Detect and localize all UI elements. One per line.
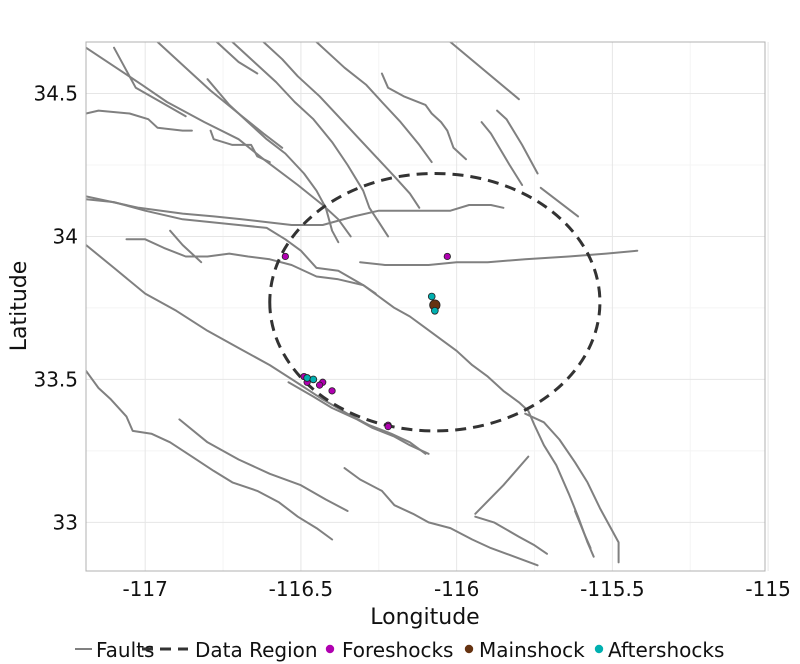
x-tick-label: -115 xyxy=(745,577,790,601)
foreshocks-point xyxy=(328,387,336,395)
y-tick-label: 33.5 xyxy=(33,367,78,391)
faults-layer xyxy=(86,42,639,567)
fault-line xyxy=(125,238,377,295)
fault-line xyxy=(113,46,187,118)
y-axis-ticks: 33 33.5 34 34.5 xyxy=(33,81,78,534)
fault-line xyxy=(178,418,349,512)
legend: Faults Data Region Foreshocks Mainshock Afte… xyxy=(75,638,724,662)
x-axis-title: Longitude xyxy=(370,605,479,630)
y-tick-label: 34.5 xyxy=(33,81,78,105)
fault-line xyxy=(86,195,505,226)
fault-line xyxy=(315,42,433,164)
legend-key-aftershocks xyxy=(594,644,604,654)
fault-line xyxy=(209,129,271,164)
plot-border xyxy=(85,41,766,572)
foreshocks-point xyxy=(443,252,451,261)
points-layer xyxy=(281,252,451,431)
aftershocks-point xyxy=(303,374,311,382)
legend-key-foreshocks xyxy=(325,644,335,654)
x-tick-label: -115.5 xyxy=(580,577,644,601)
fault-line xyxy=(480,121,524,186)
legend-label: Data Region xyxy=(195,638,318,662)
fault-line xyxy=(380,72,467,161)
fault-line xyxy=(449,42,520,101)
plot-area xyxy=(86,42,765,571)
fault-line xyxy=(343,467,539,567)
legend-label: Mainshock xyxy=(479,638,585,662)
data-region-ellipse xyxy=(268,172,602,433)
fault-line xyxy=(474,515,548,555)
x-axis-ticks: -117 -116.5 -116 -115.5 -115 xyxy=(122,577,790,601)
x-tick-label: -116.5 xyxy=(269,577,333,601)
fault-line xyxy=(287,381,430,455)
legend-label: Aftershocks xyxy=(608,638,724,662)
aftershocks-point xyxy=(427,292,436,301)
x-tick-label: -116 xyxy=(434,577,479,601)
aftershocks-point xyxy=(309,375,318,384)
fault-line xyxy=(86,46,352,238)
aftershocks-point xyxy=(431,306,439,315)
legend-label: Foreshocks xyxy=(342,638,453,662)
fault-line xyxy=(524,412,620,564)
fault-line xyxy=(539,186,580,218)
grid xyxy=(86,42,769,571)
fault-line xyxy=(574,510,592,550)
y-tick-label: 33 xyxy=(53,510,78,534)
y-tick-label: 34 xyxy=(53,224,78,248)
fault-line xyxy=(86,198,595,558)
fault-line xyxy=(169,229,203,264)
fault-line xyxy=(156,42,284,149)
fault-line xyxy=(206,78,340,244)
fault-line xyxy=(86,244,427,455)
fault-line xyxy=(496,109,539,175)
fault-line xyxy=(86,369,334,541)
legend-key-mainshock xyxy=(464,644,474,654)
fault-line xyxy=(215,42,259,75)
fault-line xyxy=(474,455,530,515)
foreshocks-point xyxy=(384,422,392,431)
fault-line xyxy=(86,109,193,132)
foreshocks-point xyxy=(281,252,289,261)
y-axis-title: Latitude xyxy=(7,261,32,352)
x-tick-label: -117 xyxy=(122,577,167,601)
fault-line xyxy=(262,42,421,209)
foreshocks-point xyxy=(316,381,324,389)
